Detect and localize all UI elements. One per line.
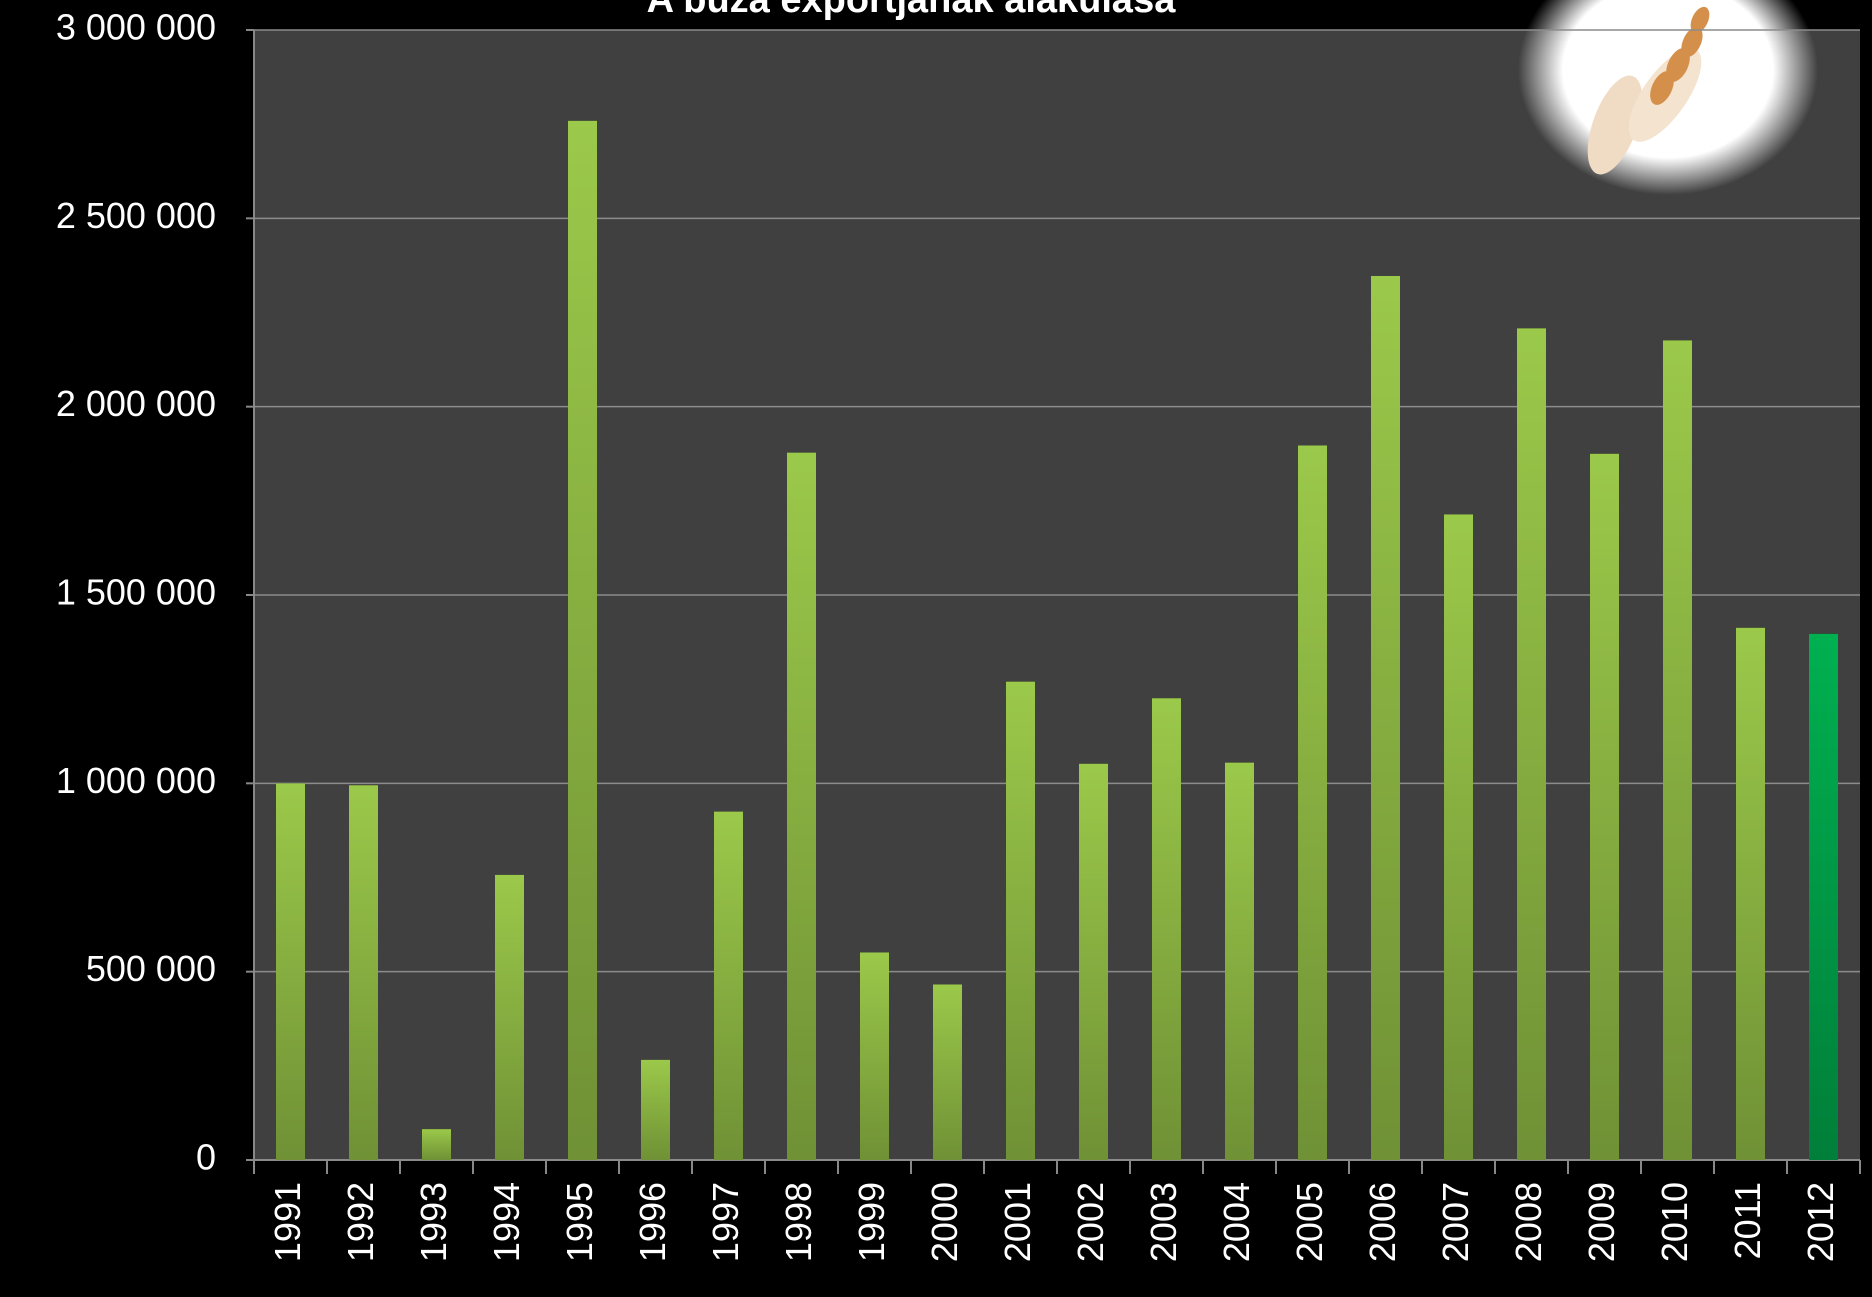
x-tick-label: 1995	[559, 1182, 600, 1262]
bar	[1006, 681, 1035, 1160]
bar	[568, 120, 597, 1161]
bar	[1736, 627, 1765, 1160]
x-tick-label: 1993	[413, 1182, 454, 1262]
bar	[1663, 340, 1692, 1161]
x-tick-label: 2011	[1727, 1182, 1768, 1259]
bar	[1079, 763, 1108, 1160]
bar	[933, 984, 962, 1160]
x-tick-label: 2005	[1289, 1182, 1330, 1262]
bar	[276, 783, 305, 1160]
bar	[1809, 633, 1838, 1160]
bar	[349, 785, 378, 1160]
x-tick-label: 2004	[1216, 1182, 1257, 1262]
y-tick-label: 1 000 000	[56, 760, 216, 801]
bar	[1298, 445, 1327, 1160]
bar	[495, 874, 524, 1160]
x-tick-label: 1994	[486, 1182, 527, 1262]
bar	[787, 452, 816, 1160]
x-tick-label: 2010	[1654, 1182, 1695, 1262]
x-tick-label: 1997	[705, 1182, 746, 1262]
x-tick-label: 2001	[997, 1182, 1038, 1262]
y-tick-label: 2 000 000	[56, 383, 216, 424]
x-tick-label: 2002	[1070, 1182, 1111, 1262]
x-tick-label: 1999	[851, 1182, 892, 1262]
x-tick-label: 1991	[267, 1182, 308, 1262]
y-tick-label: 2 500 000	[56, 195, 216, 236]
bar	[714, 811, 743, 1160]
x-tick-label: 2009	[1581, 1182, 1622, 1262]
bar	[1225, 762, 1254, 1160]
bar	[1444, 514, 1473, 1160]
x-tick-label: 2012	[1800, 1182, 1841, 1262]
x-tick-label: 2000	[924, 1182, 965, 1262]
bar	[860, 952, 889, 1160]
x-tick-label: 1998	[778, 1182, 819, 1262]
bar	[422, 1129, 451, 1160]
x-tick-label: 1992	[340, 1182, 381, 1262]
wheat-logo	[1587, 6, 1710, 175]
x-tick-label: 2007	[1435, 1182, 1476, 1262]
bar	[1152, 698, 1181, 1160]
x-tick-label: 2006	[1362, 1182, 1403, 1262]
chart-title: A búza exportjának alakulása	[647, 0, 1177, 21]
y-tick-label: 500 000	[86, 948, 216, 989]
bar	[1517, 328, 1546, 1160]
bar	[641, 1059, 670, 1160]
y-tick-label: 3 000 000	[56, 7, 216, 48]
bar	[1371, 275, 1400, 1160]
x-tick-label: 2003	[1143, 1182, 1184, 1262]
x-tick-label: 2008	[1508, 1182, 1549, 1262]
y-tick-label: 1 500 000	[56, 572, 216, 613]
x-tick-label: 1996	[632, 1182, 673, 1262]
y-tick-label: 0	[196, 1137, 216, 1178]
bar	[1590, 453, 1619, 1160]
